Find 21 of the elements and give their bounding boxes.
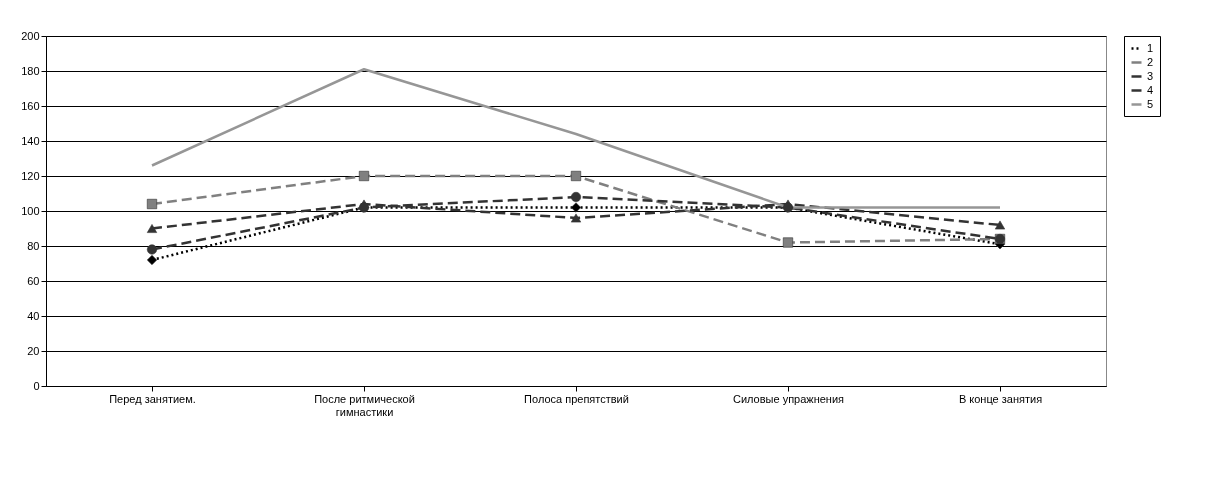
x-tick-label: Перед занятием. bbox=[109, 392, 196, 405]
x-tick-label: Силовые упражнения bbox=[732, 392, 845, 405]
y-tick-label: 160 bbox=[21, 99, 40, 112]
y-tick-label: 0 bbox=[33, 379, 40, 392]
y-tick-label: 140 bbox=[21, 134, 40, 147]
y-tick-label: 180 bbox=[21, 64, 40, 77]
y-tick-label: 40 bbox=[27, 309, 40, 322]
y-tick-label: 100 bbox=[21, 204, 40, 217]
legend-label: 2 bbox=[1147, 55, 1154, 68]
y-tick-label: 20 bbox=[27, 344, 40, 357]
legend-label: 3 bbox=[1147, 69, 1154, 82]
y-tick-label: 120 bbox=[21, 169, 40, 182]
y-tick-label: 80 bbox=[27, 239, 40, 252]
x-tick-label: В конце занятия bbox=[958, 392, 1043, 405]
legend-label: 5 bbox=[1147, 97, 1154, 110]
legend-label: 4 bbox=[1147, 83, 1154, 96]
y-tick-label: 60 bbox=[27, 274, 40, 287]
x-tick-label: После ритмической гимнастики bbox=[314, 392, 415, 418]
x-tick-label: Полоса препятствий bbox=[524, 392, 629, 405]
legend-label: 1 bbox=[1147, 41, 1154, 54]
y-tick-label: 200 bbox=[21, 29, 40, 42]
